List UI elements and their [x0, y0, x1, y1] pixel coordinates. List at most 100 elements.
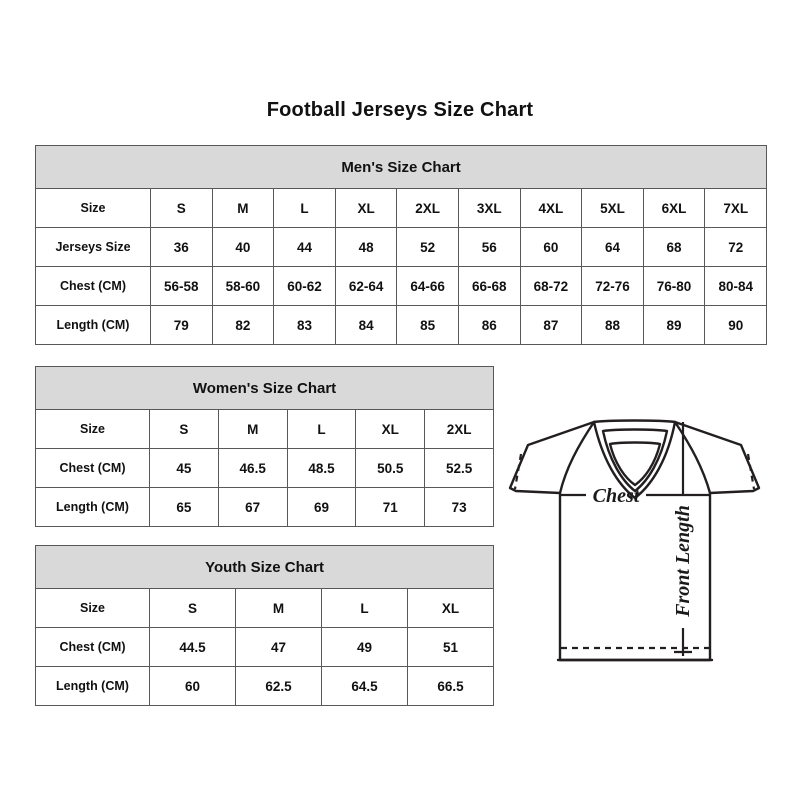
table-cell: 69 — [286, 487, 357, 527]
table-cell: 51 — [406, 627, 495, 667]
table-cell: 72 — [704, 227, 768, 267]
collar-outer — [592, 419, 677, 500]
table-cell: 50.5 — [355, 448, 426, 488]
table-cell: 73 — [424, 487, 495, 527]
table-row: Chest (CM) 44.5 47 49 51 — [35, 627, 495, 667]
table-cell: 88 — [581, 305, 644, 345]
table-caption-row: Men's Size Chart — [34, 145, 768, 189]
table-row: Length (CM) 79 82 83 84 85 86 87 88 89 9… — [35, 305, 768, 345]
table-row: Size S M L XL — [35, 588, 495, 628]
table-cell: 36 — [150, 227, 213, 267]
collar-inner-second — [608, 441, 662, 487]
table-cell: 60 — [149, 666, 236, 706]
table-cell: 72-76 — [581, 266, 644, 306]
table-cell: 84 — [334, 305, 398, 345]
table-cell: 90 — [704, 305, 768, 345]
youth-table-caption: Youth Size Chart — [34, 545, 495, 589]
row-label: Size — [35, 588, 150, 628]
row-label: Length (CM) — [35, 487, 150, 527]
chest-label: Chest — [593, 485, 641, 507]
table-cell: 48 — [334, 227, 398, 267]
table-cell: 49 — [321, 627, 408, 667]
right-cuff-stitch — [746, 453, 756, 490]
right-sleeve-outline — [673, 420, 761, 495]
table-cell: 45 — [149, 448, 219, 488]
row-label: Chest (CM) — [35, 448, 150, 488]
right-shoulder-seam — [673, 420, 712, 495]
table-cell: M — [217, 409, 288, 449]
table-cell: 83 — [273, 305, 336, 345]
table-cell: 40 — [211, 227, 275, 267]
table-cell: 6XL — [642, 188, 706, 228]
table-cell: 89 — [642, 305, 706, 345]
table-row: Chest (CM) 56-58 58-60 60-62 62-64 64-66… — [35, 266, 768, 306]
table-cell: 62.5 — [235, 666, 322, 706]
table-cell: 87 — [519, 305, 583, 345]
row-label: Chest (CM) — [35, 627, 150, 667]
table-cell: 85 — [396, 305, 459, 345]
mens-table-caption: Men's Size Chart — [34, 145, 768, 189]
table-cell: 56 — [457, 227, 521, 267]
youth-size-table: Youth Size Chart Size S M L XL Chest (CM… — [34, 545, 495, 706]
table-cell: 2XL — [396, 188, 459, 228]
row-label: Size — [35, 188, 151, 228]
table-cell: 80-84 — [704, 266, 768, 306]
row-label: Length (CM) — [35, 305, 151, 345]
womens-size-table: Women's Size Chart Size S M L XL 2XL Che… — [34, 366, 495, 527]
table-cell: 44.5 — [149, 627, 236, 667]
table-row: Chest (CM) 45 46.5 48.5 50.5 52.5 — [35, 448, 495, 488]
table-row: Length (CM) 60 62.5 64.5 66.5 — [35, 666, 495, 706]
table-caption-row: Youth Size Chart — [34, 545, 495, 589]
table-cell: 56-58 — [150, 266, 213, 306]
table-cell: 71 — [355, 487, 426, 527]
table-cell: S — [149, 409, 219, 449]
table-cell: 52 — [396, 227, 459, 267]
table-caption-row: Women's Size Chart — [34, 366, 495, 410]
jersey-measurement-diagram: Chest Front Length — [498, 398, 793, 698]
table-cell: 5XL — [581, 188, 644, 228]
table-row: Jerseys Size 36 40 44 48 52 56 60 64 68 … — [35, 227, 768, 267]
table-cell: 60 — [519, 227, 583, 267]
table-cell: 46.5 — [217, 448, 288, 488]
table-cell: 60-62 — [273, 266, 336, 306]
front-length-label: Front Length — [672, 505, 694, 618]
table-cell: 7XL — [704, 188, 768, 228]
table-cell: 67 — [217, 487, 288, 527]
left-shoulder-seam — [558, 420, 596, 495]
table-cell: XL — [355, 409, 426, 449]
table-cell: 2XL — [424, 409, 495, 449]
table-cell: S — [150, 188, 213, 228]
table-cell: 68-72 — [519, 266, 583, 306]
page-title: Football Jerseys Size Chart — [266, 99, 534, 121]
table-cell: 65 — [149, 487, 219, 527]
table-cell: 64.5 — [321, 666, 408, 706]
row-label: Size — [35, 409, 150, 449]
table-cell: M — [235, 588, 322, 628]
table-cell: M — [211, 188, 275, 228]
mens-size-table: Men's Size Chart Size S M L XL 2XL 3XL 4… — [34, 145, 768, 345]
table-cell: 76-80 — [642, 266, 706, 306]
womens-table-caption: Women's Size Chart — [34, 366, 495, 410]
table-row: Length (CM) 65 67 69 71 73 — [35, 487, 495, 527]
table-cell: XL — [334, 188, 398, 228]
table-cell: L — [286, 409, 357, 449]
collar-inner — [601, 428, 669, 493]
table-cell: 44 — [273, 227, 336, 267]
table-row: Size S M L XL 2XL 3XL 4XL 5XL 6XL 7XL — [35, 188, 768, 228]
table-cell: XL — [406, 588, 495, 628]
table-cell: 66.5 — [406, 666, 495, 706]
table-cell: 82 — [211, 305, 275, 345]
table-cell: 62-64 — [334, 266, 398, 306]
table-cell: 3XL — [457, 188, 521, 228]
table-cell: 86 — [457, 305, 521, 345]
left-cuff-stitch — [513, 453, 523, 490]
table-cell: 66-68 — [457, 266, 521, 306]
table-cell: 47 — [235, 627, 322, 667]
table-row: Size S M L XL 2XL — [35, 409, 495, 449]
table-cell: 79 — [150, 305, 213, 345]
table-cell: 58-60 — [211, 266, 275, 306]
row-label: Jerseys Size — [35, 227, 151, 267]
row-label: Chest (CM) — [35, 266, 151, 306]
table-cell: 52.5 — [424, 448, 495, 488]
